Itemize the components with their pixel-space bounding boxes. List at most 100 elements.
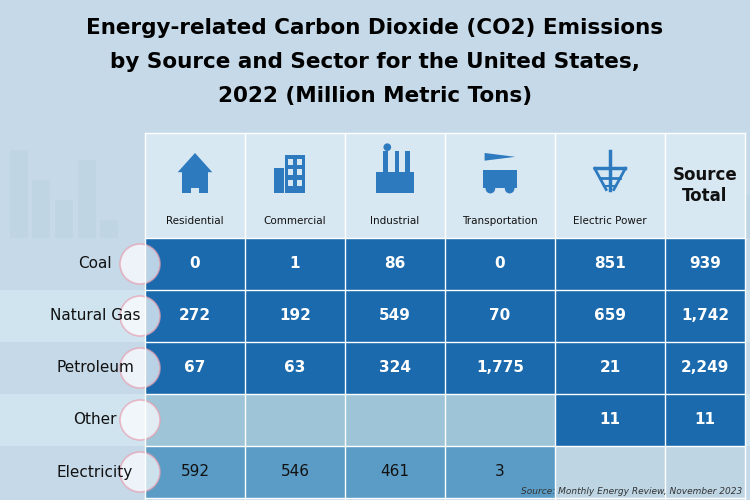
Bar <box>555 394 665 446</box>
Bar <box>665 238 745 290</box>
Text: 592: 592 <box>181 464 209 479</box>
Bar <box>285 155 304 194</box>
Bar <box>345 290 445 342</box>
Text: 11: 11 <box>694 412 715 428</box>
Circle shape <box>120 400 160 440</box>
Bar <box>483 170 518 188</box>
Bar <box>665 394 745 446</box>
Bar <box>145 133 745 238</box>
Bar <box>555 238 665 290</box>
Bar <box>145 342 245 394</box>
Bar <box>55 200 73 350</box>
Text: 1,775: 1,775 <box>476 360 524 376</box>
Text: 2022 (Million Metric Tons): 2022 (Million Metric Tons) <box>218 86 532 106</box>
Bar <box>288 180 293 186</box>
Bar <box>738 195 750 360</box>
Bar <box>445 290 555 342</box>
Text: 11: 11 <box>599 412 620 428</box>
Bar <box>245 394 345 446</box>
Text: Transportation: Transportation <box>462 216 538 226</box>
Circle shape <box>120 296 160 336</box>
Bar <box>0 446 750 498</box>
Text: Natural Gas: Natural Gas <box>50 308 140 324</box>
Text: by Source and Sector for the United States,: by Source and Sector for the United Stat… <box>110 52 640 72</box>
Bar <box>445 342 555 394</box>
Bar <box>191 188 199 199</box>
Bar <box>245 446 345 498</box>
Bar <box>288 170 293 175</box>
Bar <box>376 172 414 194</box>
Bar <box>274 168 284 194</box>
Text: 1: 1 <box>290 256 300 272</box>
Text: 86: 86 <box>384 256 406 272</box>
Bar <box>345 394 445 446</box>
Bar <box>668 210 686 360</box>
Bar <box>145 394 245 446</box>
Bar <box>32 180 50 350</box>
Bar <box>78 160 96 350</box>
Text: 272: 272 <box>179 308 211 324</box>
Text: Coal: Coal <box>78 256 112 272</box>
Text: 659: 659 <box>594 308 626 324</box>
Text: 461: 461 <box>380 464 410 479</box>
Text: 546: 546 <box>280 464 310 479</box>
Text: 1,742: 1,742 <box>681 308 729 324</box>
Bar <box>394 151 400 174</box>
Text: 2,249: 2,249 <box>681 360 729 376</box>
Bar <box>405 151 410 174</box>
Text: Source
Total: Source Total <box>673 166 737 205</box>
Bar <box>665 342 745 394</box>
Bar <box>0 238 750 290</box>
Bar <box>297 159 302 164</box>
Text: 3: 3 <box>495 464 505 479</box>
Bar <box>345 446 445 498</box>
Text: 549: 549 <box>379 308 411 324</box>
Text: 324: 324 <box>379 360 411 376</box>
Bar <box>715 220 733 350</box>
Bar <box>0 290 750 342</box>
Circle shape <box>485 184 495 194</box>
Bar <box>665 446 745 498</box>
Bar <box>245 290 345 342</box>
Bar <box>645 170 663 360</box>
Bar <box>145 290 245 342</box>
Bar <box>555 290 665 342</box>
Text: 0: 0 <box>190 256 200 272</box>
Bar <box>145 446 245 498</box>
Bar <box>555 446 665 498</box>
Text: Residential: Residential <box>166 216 224 226</box>
Text: 0: 0 <box>495 256 506 272</box>
Text: Other: Other <box>74 412 117 428</box>
Text: Commercial: Commercial <box>264 216 326 226</box>
Bar <box>245 342 345 394</box>
Circle shape <box>120 244 160 284</box>
Bar <box>100 220 118 350</box>
Text: Electricity: Electricity <box>57 464 134 479</box>
Circle shape <box>505 184 515 194</box>
Text: 939: 939 <box>689 256 721 272</box>
Text: Petroleum: Petroleum <box>56 360 134 376</box>
Circle shape <box>383 144 392 151</box>
Bar <box>0 342 750 394</box>
Bar <box>245 238 345 290</box>
Text: 192: 192 <box>279 308 311 324</box>
Bar <box>445 238 555 290</box>
Text: Energy-related Carbon Dioxide (CO2) Emissions: Energy-related Carbon Dioxide (CO2) Emis… <box>86 18 664 38</box>
Bar <box>383 151 388 174</box>
Polygon shape <box>178 153 212 172</box>
Text: 851: 851 <box>594 256 626 272</box>
Text: 67: 67 <box>184 360 206 376</box>
Bar <box>445 446 555 498</box>
Text: 21: 21 <box>599 360 621 376</box>
Bar <box>182 172 209 194</box>
Text: Industrial: Industrial <box>370 216 420 226</box>
Bar <box>555 342 665 394</box>
Bar <box>692 185 710 360</box>
Bar <box>665 290 745 342</box>
Text: Source: Monthly Energy Review, November 2023: Source: Monthly Energy Review, November … <box>520 487 742 496</box>
Bar <box>345 342 445 394</box>
Text: 63: 63 <box>284 360 306 376</box>
Bar <box>345 238 445 290</box>
Bar <box>10 150 28 350</box>
Bar <box>445 394 555 446</box>
